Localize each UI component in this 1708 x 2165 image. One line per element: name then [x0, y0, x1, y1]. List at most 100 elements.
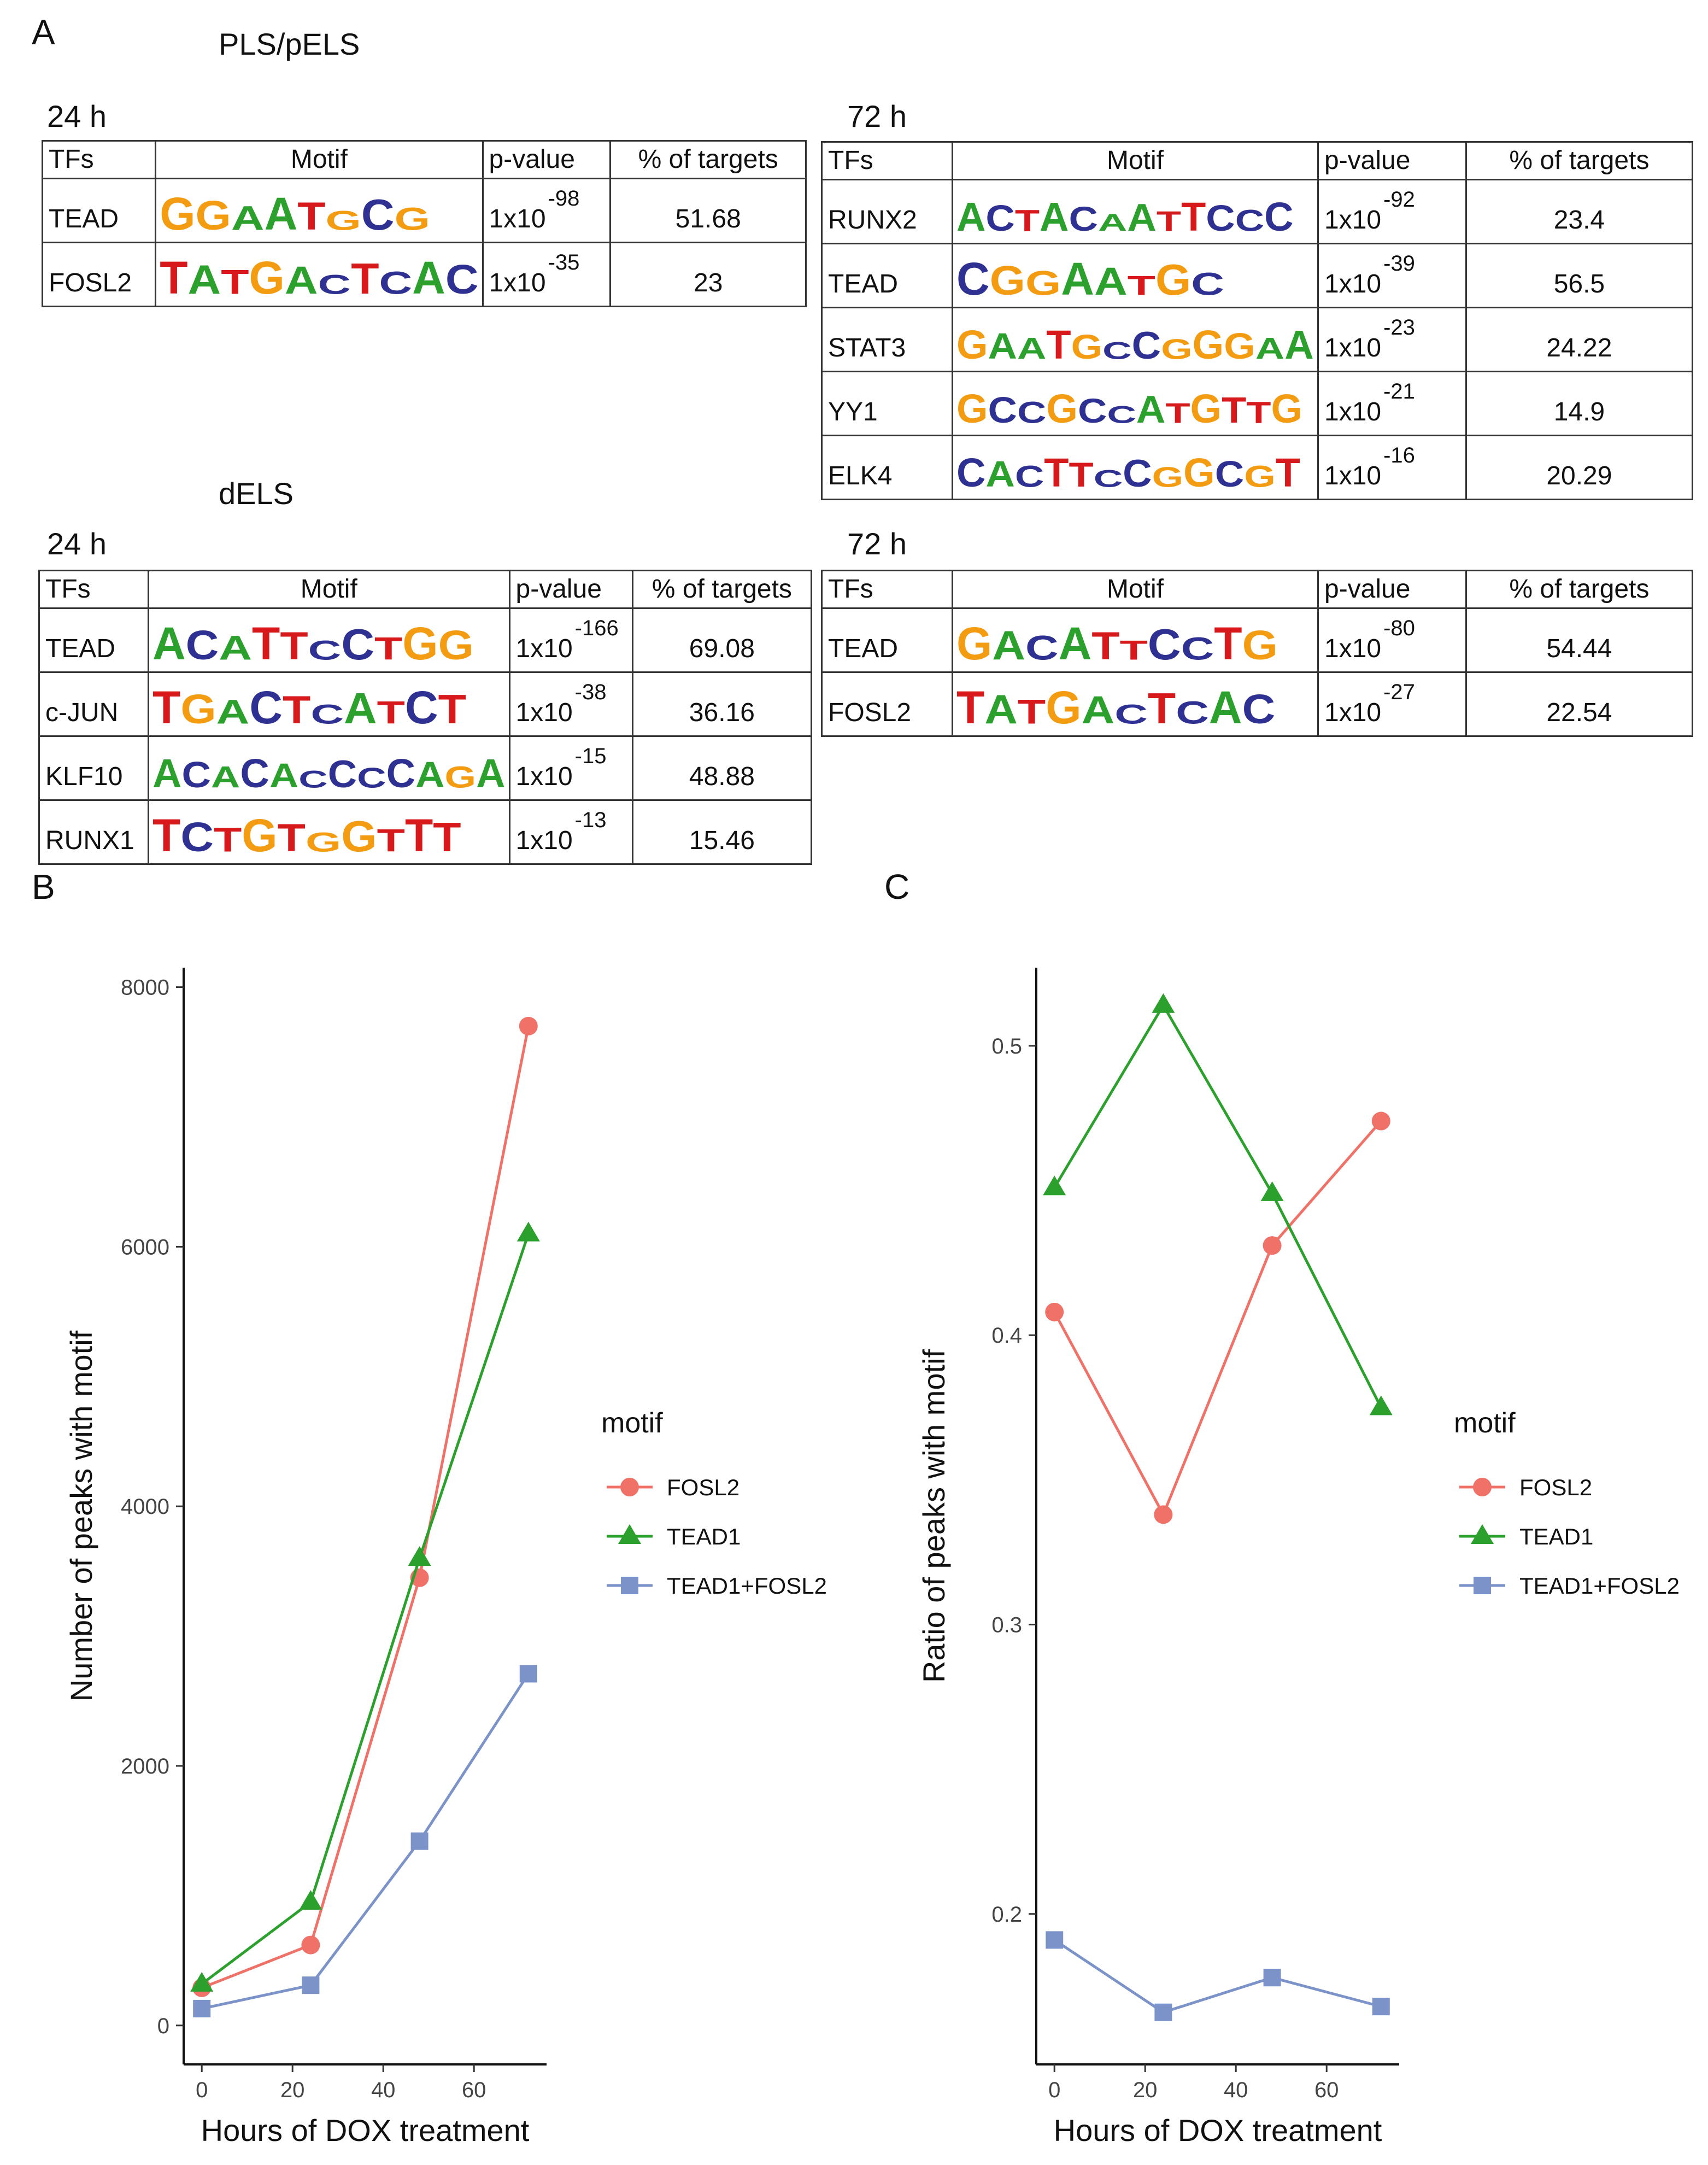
- data-point: [410, 1832, 429, 1850]
- motif-base-letter: G: [438, 622, 474, 669]
- p-value-cell: 1x10-16: [1317, 435, 1467, 500]
- motif-base-letter: C: [180, 814, 214, 861]
- percent-targets: 23: [609, 242, 807, 307]
- p-value-base: 1x10: [1324, 333, 1382, 362]
- table-header-cell: p-value: [482, 140, 612, 179]
- motif-base-letter: A: [343, 684, 377, 733]
- motif-base-letter: T: [1017, 692, 1046, 732]
- motif-base-letter: G: [1046, 386, 1078, 432]
- motif-base-letter: A: [152, 751, 182, 797]
- percent-targets: 56.5: [1465, 243, 1694, 308]
- time-label-pls-24h: 24 h: [47, 99, 107, 133]
- motif-base-letter: T: [297, 194, 326, 238]
- x-axis-label: Hours of DOX treatment: [1054, 2113, 1382, 2148]
- motif-base-letter: C: [1014, 459, 1044, 494]
- table-row: TEAD C G G A A T G C 1x10-39 56.5: [821, 243, 1694, 308]
- motif-base-letter: T: [377, 694, 405, 731]
- motif-base-letter: C: [1176, 694, 1209, 731]
- motif-base-letter: T: [221, 262, 249, 302]
- percent-targets: 51.68: [609, 178, 807, 243]
- legend-key-marker: [1473, 1478, 1492, 1496]
- table-header-cell: Motif: [155, 140, 484, 179]
- motif-base-letter: C: [249, 682, 283, 734]
- motif-base-letter: C: [1077, 391, 1107, 431]
- table-row: TEAD A C A T T C C T G G 1x10-166 69.08: [38, 607, 813, 673]
- motif-base-letter: T: [1119, 635, 1148, 666]
- p-value-exponent: -98: [548, 186, 580, 210]
- motif-base-letter: C: [1102, 337, 1132, 365]
- motif-base-letter: T: [213, 820, 242, 859]
- p-value-cell: 1x10-15: [508, 735, 633, 801]
- tf-name: FOSL2: [41, 242, 157, 307]
- motif-base-letter: G: [1183, 450, 1215, 496]
- motif-base-letter: C: [1025, 628, 1059, 668]
- table-header-cell: TFs: [821, 570, 953, 609]
- motif-base-letter: C: [185, 622, 219, 669]
- y-tick-label: 0: [157, 2014, 169, 2038]
- data-point: [1152, 993, 1175, 1013]
- percent-targets: 23.4: [1465, 179, 1694, 244]
- motif-base-letter: G: [1161, 333, 1193, 365]
- p-value-exponent: -15: [574, 744, 607, 768]
- p-value-cell: 1x10-13: [508, 799, 633, 865]
- motif-base-letter: A: [984, 686, 1018, 733]
- tf-name: RUNX1: [38, 799, 149, 865]
- motif-base-letter: G: [1152, 461, 1184, 493]
- p-value-cell: 1x10-166: [508, 607, 633, 673]
- x-tick-label: 60: [462, 2078, 486, 2102]
- motif-base-letter: T: [277, 816, 306, 860]
- percent-targets: 36.16: [631, 671, 813, 737]
- table-row: YY1 G C C G C C A T G T T G 1x10-21 14.9: [821, 371, 1694, 436]
- motif-base-letter: T: [1246, 395, 1271, 430]
- tf-name: RUNX2: [821, 179, 953, 244]
- motif-base-letter: C: [181, 754, 211, 795]
- y-tick-label: 0.5: [991, 1034, 1022, 1058]
- data-point: [1154, 1505, 1173, 1524]
- motif-base-letter: A: [1040, 194, 1069, 240]
- series-line-tead1-fosl2: [201, 1673, 530, 2010]
- motif-base-letter: A: [1017, 331, 1047, 366]
- motif-base-letter: C: [1114, 699, 1148, 730]
- x-tick-label: 60: [1314, 2078, 1339, 2102]
- motif-base-letter: T: [1222, 390, 1247, 431]
- p-value-cell: 1x10-98: [482, 178, 612, 243]
- data-point: [301, 1935, 320, 1955]
- data-point: [1045, 1302, 1064, 1321]
- y-tick-label: 4000: [121, 1495, 169, 1519]
- p-value-exponent: -38: [574, 680, 607, 704]
- series-line-tead1: [201, 1233, 530, 1985]
- motif-base-letter: T: [1127, 270, 1155, 301]
- table-header-cell: TFs: [821, 141, 953, 180]
- motif-base-letter: C: [310, 699, 344, 730]
- x-tick-label: 0: [196, 2078, 208, 2102]
- motif-base-letter: G: [1242, 622, 1278, 669]
- motif-base-letter: C: [1181, 630, 1214, 667]
- motif-base-letter: T: [351, 254, 379, 303]
- legend-label: TEAD1: [667, 1524, 741, 1549]
- p-value-base: 1x10: [489, 204, 546, 233]
- motif-base-letter: T: [152, 810, 181, 862]
- motif-base-letter: T: [956, 682, 985, 734]
- p-value-exponent: -16: [1383, 443, 1415, 467]
- y-tick-label: 0.2: [991, 1903, 1022, 1927]
- motif-base-letter: T: [1044, 450, 1069, 496]
- table-row: RUNX2 A C T A C A A T T C C C 1x10-92 23.4: [821, 179, 1694, 244]
- motif-base-letter: G: [195, 192, 231, 239]
- motif-base-letter: G: [1046, 682, 1082, 734]
- motif-base-letter: G: [956, 322, 988, 368]
- motif-table-dels-72h: TFs Motif p-value% of targets TEAD G A C A T T C C T…: [821, 570, 1694, 737]
- motif-base-letter: T: [404, 810, 433, 862]
- p-value-base: 1x10: [1324, 397, 1382, 426]
- table-header-cell: Motif: [951, 141, 1319, 180]
- legend-key-marker: [621, 1577, 638, 1594]
- p-value-exponent: -23: [1383, 315, 1415, 340]
- panel-b-letter: B: [32, 867, 55, 906]
- motif-base-letter: C: [956, 450, 986, 496]
